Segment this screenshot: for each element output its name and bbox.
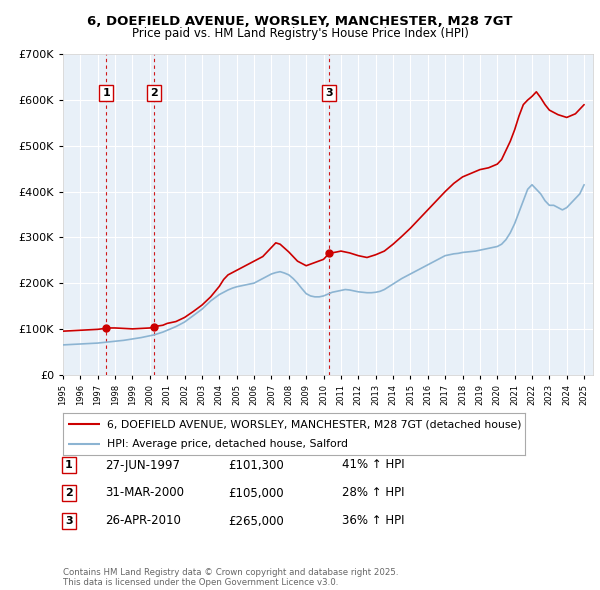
- Text: 2: 2: [151, 88, 158, 98]
- Text: 26-APR-2010: 26-APR-2010: [105, 514, 181, 527]
- Text: 3: 3: [325, 88, 333, 98]
- Text: 36% ↑ HPI: 36% ↑ HPI: [342, 514, 404, 527]
- Text: 28% ↑ HPI: 28% ↑ HPI: [342, 487, 404, 500]
- Text: 3: 3: [65, 516, 73, 526]
- Text: 6, DOEFIELD AVENUE, WORSLEY, MANCHESTER, M28 7GT: 6, DOEFIELD AVENUE, WORSLEY, MANCHESTER,…: [87, 15, 513, 28]
- Text: 1: 1: [103, 88, 110, 98]
- Text: £105,000: £105,000: [228, 487, 284, 500]
- Text: Contains HM Land Registry data © Crown copyright and database right 2025.
This d: Contains HM Land Registry data © Crown c…: [63, 568, 398, 587]
- Text: HPI: Average price, detached house, Salford: HPI: Average price, detached house, Salf…: [107, 439, 348, 449]
- Text: 41% ↑ HPI: 41% ↑ HPI: [342, 458, 404, 471]
- Text: 27-JUN-1997: 27-JUN-1997: [105, 458, 180, 471]
- Text: Price paid vs. HM Land Registry's House Price Index (HPI): Price paid vs. HM Land Registry's House …: [131, 27, 469, 40]
- Text: £101,300: £101,300: [228, 458, 284, 471]
- Text: 1: 1: [65, 460, 73, 470]
- Text: £265,000: £265,000: [228, 514, 284, 527]
- Text: 6, DOEFIELD AVENUE, WORSLEY, MANCHESTER, M28 7GT (detached house): 6, DOEFIELD AVENUE, WORSLEY, MANCHESTER,…: [107, 419, 521, 430]
- Text: 2: 2: [65, 488, 73, 498]
- Text: 31-MAR-2000: 31-MAR-2000: [105, 487, 184, 500]
